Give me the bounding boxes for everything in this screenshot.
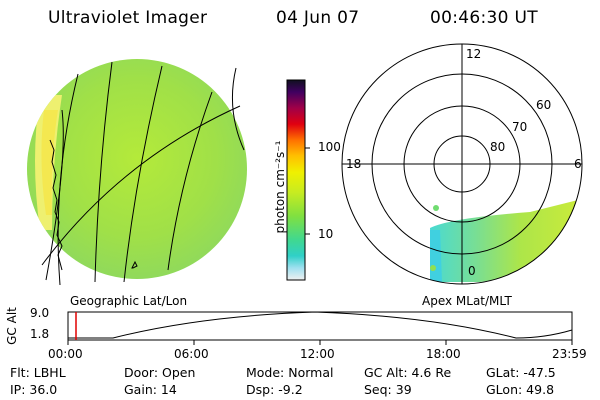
left-panel-caption: Geographic Lat/Lon (70, 294, 188, 308)
altitude-curve (67, 311, 573, 339)
info-door: Door: Open (124, 365, 196, 380)
info-dsp: Dsp: -9.2 (246, 382, 303, 397)
info-filter: Flt: LBHL (10, 365, 66, 380)
longitude-grid (57, 61, 245, 286)
info-ip: IP: 36.0 (10, 382, 58, 397)
x-tick-1800: 18:00 (426, 347, 461, 361)
y-tick-1-8: 1.8 (30, 327, 50, 341)
timeline-frame (67, 311, 573, 341)
right-panel-caption: Apex MLat/MLT (422, 294, 512, 308)
timeline-ylabel: GC Alt (5, 307, 19, 345)
earth-disk-image (27, 59, 247, 286)
colorbar-tick-100: 100 (318, 140, 341, 154)
time-label: 00:46:30 UT (430, 8, 538, 28)
x-tick-2359: 23:59 (552, 347, 587, 361)
info-gc-alt: GC Alt: 4.6 Re (364, 365, 452, 380)
mlat-label-80: 80 (490, 140, 506, 154)
auroral-oval (430, 200, 580, 282)
info-gain: Gain: 14 (124, 382, 177, 397)
x-tick-1200: 12:00 (300, 347, 335, 361)
x-tick-0600: 06:00 (174, 347, 209, 361)
altitude-timeline (67, 311, 573, 345)
info-seq: Seq: 39 (364, 382, 412, 397)
x-tick-0000: 00:00 (48, 347, 83, 361)
colorbar-gradient (286, 79, 306, 281)
info-glon: GLon: 49.8 (486, 382, 555, 397)
disk-fill (27, 59, 247, 279)
latitude-grid (41, 105, 241, 281)
mlt-label-left: 18 (346, 157, 362, 171)
polar-plot (341, 43, 583, 285)
colorbar-label: photon cm⁻²s⁻¹ (273, 140, 287, 234)
date-label: 04 Jun 07 (276, 8, 360, 28)
x-ticks (67, 340, 573, 345)
instrument-title: Ultraviolet Imager (48, 8, 208, 28)
info-glat: GLat: -47.5 (486, 365, 556, 380)
mlat-label-70: 70 (512, 120, 528, 134)
colorbar-tick-10: 10 (318, 227, 334, 241)
mlat-label-60: 60 (536, 98, 552, 112)
coastline (49, 139, 63, 271)
info-mode: Mode: Normal (246, 365, 334, 380)
colorbar (286, 79, 310, 281)
mlt-label-bottom: 0 (468, 264, 476, 278)
polar-grid (341, 43, 583, 285)
y-tick-9: 9.0 (30, 306, 50, 320)
mlt-label-top: 12 (466, 47, 482, 61)
mlt-label-right: 6 (574, 157, 582, 171)
